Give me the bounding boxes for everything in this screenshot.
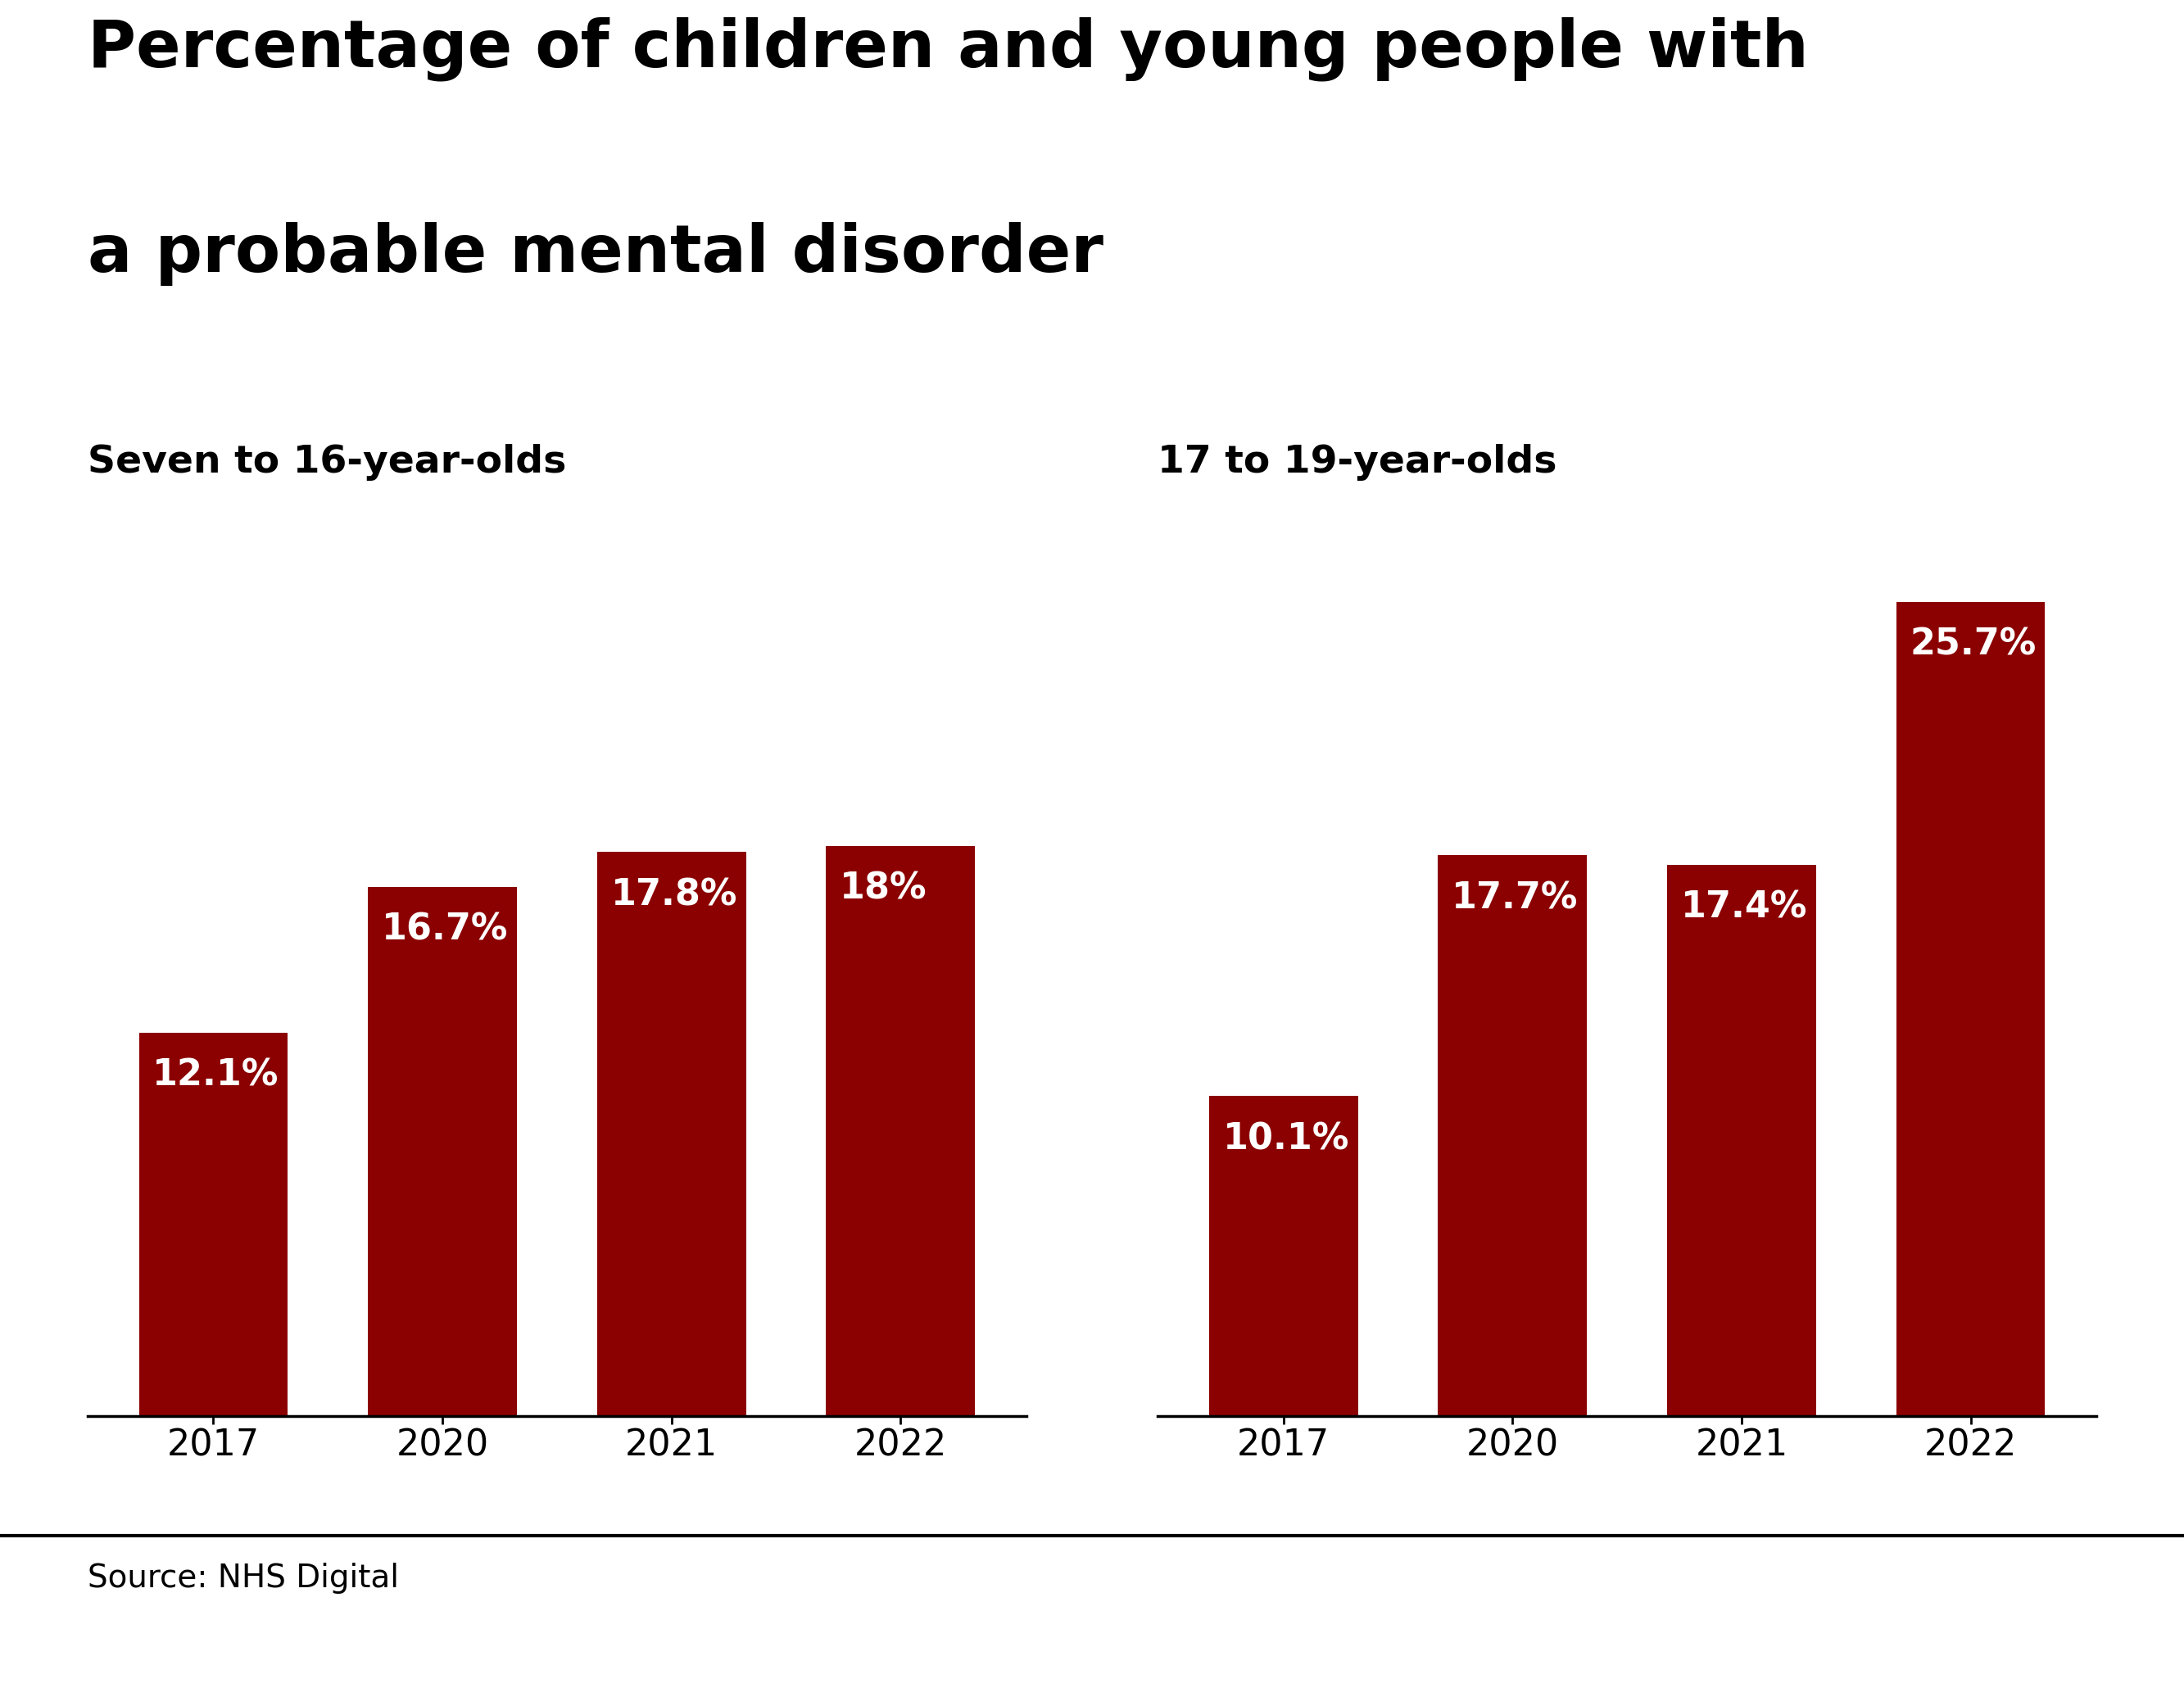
Text: a probable mental disorder: a probable mental disorder [87,222,1103,285]
Text: 18%: 18% [841,872,926,906]
Bar [1896,602,2044,1416]
Bar [1437,855,1588,1416]
Text: B: B [2055,1593,2086,1629]
Text: B: B [1974,1593,2005,1629]
Text: 25.7%: 25.7% [1911,628,2035,662]
Text: 17.4%: 17.4% [1682,891,1808,925]
Text: Source: NHS Digital: Source: NHS Digital [87,1563,400,1593]
Text: Seven to 16-year-olds: Seven to 16-year-olds [87,444,566,481]
Text: C: C [2138,1593,2164,1629]
Bar [367,887,518,1416]
Bar [1210,1095,1358,1416]
Text: 10.1%: 10.1% [1223,1121,1350,1157]
Text: 17 to 19-year-olds: 17 to 19-year-olds [1158,444,1557,481]
Text: Percentage of children and young people with: Percentage of children and young people … [87,17,1808,82]
Text: 17.8%: 17.8% [612,877,738,913]
Bar [140,1032,288,1416]
Bar [596,851,747,1416]
Bar [1666,865,1817,1416]
Text: 12.1%: 12.1% [153,1058,280,1094]
Text: 17.7%: 17.7% [1452,880,1579,916]
Bar [826,846,974,1416]
Text: 16.7%: 16.7% [382,913,509,947]
